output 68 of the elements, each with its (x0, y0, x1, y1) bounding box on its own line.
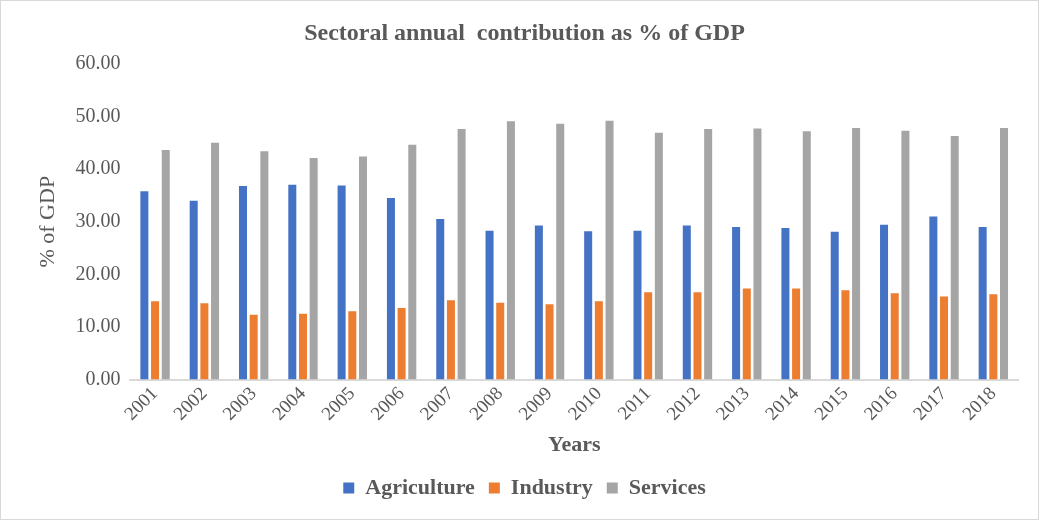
y-tick-label: 20.00 (75, 261, 121, 284)
bar (211, 142, 220, 380)
bar (654, 132, 663, 380)
bar (358, 156, 367, 380)
y-tick-label: 40.00 (75, 156, 121, 179)
x-tick-label: 2011 (613, 382, 655, 424)
bar (249, 314, 258, 380)
bar (584, 231, 593, 380)
bar (408, 144, 417, 380)
bar (457, 129, 466, 380)
bar (792, 288, 801, 380)
bar (140, 191, 149, 380)
legend-label: Agriculture (365, 473, 476, 499)
bar (950, 135, 959, 380)
bar (802, 131, 811, 380)
bar (880, 224, 889, 380)
bar (534, 225, 543, 380)
bar (545, 304, 554, 380)
bar (309, 158, 318, 380)
bar (852, 128, 861, 380)
bar (436, 219, 445, 380)
bar (200, 303, 209, 380)
y-tick-label: 60.00 (75, 51, 121, 74)
bar (506, 121, 515, 380)
bar (446, 300, 455, 380)
y-tick-label: 10.00 (75, 314, 121, 337)
bar (260, 151, 269, 380)
bar (940, 296, 949, 380)
bar (978, 226, 987, 380)
bar (189, 200, 198, 380)
bar (348, 311, 357, 380)
bar (682, 225, 691, 380)
bar (496, 302, 505, 380)
bar (929, 216, 938, 380)
bar (901, 130, 910, 380)
bar (485, 230, 494, 380)
bar (298, 313, 307, 380)
bar (1000, 128, 1009, 380)
bar (830, 231, 839, 380)
bar (605, 120, 614, 380)
bar (989, 294, 998, 380)
bar (732, 226, 741, 380)
bar (841, 290, 850, 380)
bar (151, 301, 160, 380)
chart-title: Sectoral annual contribution as % of GDP (304, 18, 745, 45)
bar (704, 129, 713, 380)
bar (594, 301, 603, 380)
bar (633, 230, 642, 380)
y-tick-label: 30.00 (75, 208, 121, 231)
bar (556, 123, 565, 380)
bar (238, 185, 247, 380)
y-tick-label: 50.00 (75, 103, 121, 126)
legend-label: Industry (510, 473, 593, 499)
bar (644, 292, 653, 380)
bar (781, 228, 790, 380)
bar (386, 198, 395, 380)
bar (397, 308, 406, 380)
bar (337, 185, 346, 380)
legend-label: Services (628, 473, 707, 499)
bar (288, 184, 297, 380)
bar (890, 293, 899, 380)
bar (742, 288, 751, 380)
bar (753, 128, 762, 380)
x-axis-title: Years (547, 431, 601, 457)
bar (161, 150, 170, 380)
bar (693, 292, 702, 380)
y-axis-title: % of GDP (33, 175, 59, 268)
y-tick-label: 0.00 (85, 366, 121, 389)
